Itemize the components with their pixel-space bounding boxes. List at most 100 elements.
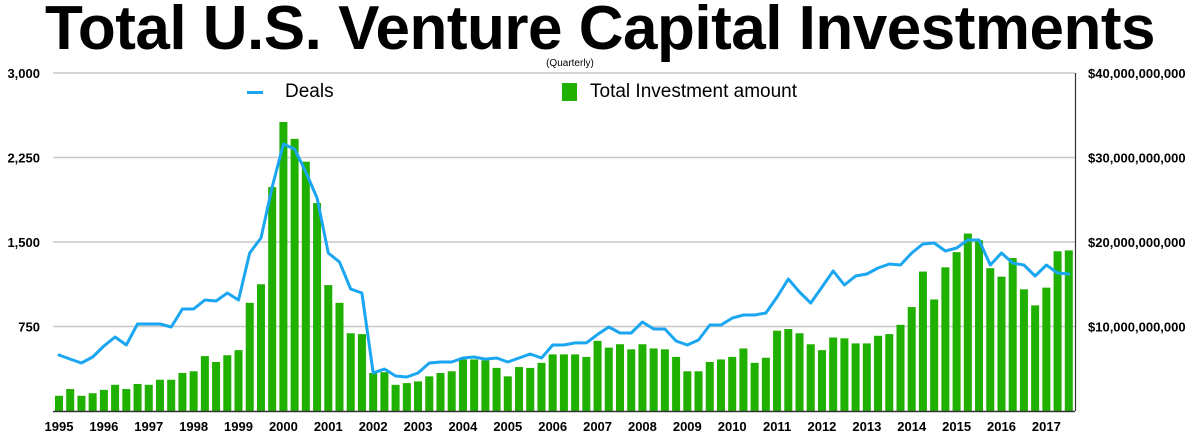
investment-bar <box>862 343 871 411</box>
x-axis-tick-label: 2014 <box>897 419 927 434</box>
investment-bar <box>458 359 467 411</box>
investment-bar <box>414 381 423 411</box>
left-axis-tick-label: 3,000 <box>7 66 40 81</box>
x-axis-tick-label: 2004 <box>448 419 478 434</box>
investment-bar <box>346 333 355 411</box>
x-axis-tick-label: 2017 <box>1032 419 1061 434</box>
investment-bars <box>55 122 1073 411</box>
investment-bar <box>559 354 568 411</box>
x-axis-tick-label: 2006 <box>538 419 567 434</box>
investment-bar <box>627 349 636 411</box>
investment-bar <box>918 271 927 411</box>
x-axis-tick-label: 2016 <box>987 419 1016 434</box>
investment-bar <box>167 379 176 411</box>
legend-deals: Deals <box>247 80 334 104</box>
x-axis-tick-label: 2005 <box>493 419 522 434</box>
line-swatch-icon <box>247 90 263 94</box>
investment-bar <box>178 372 187 411</box>
x-axis-tick-label: 2010 <box>718 419 747 434</box>
legend-deals-label: Deals <box>285 81 334 102</box>
investment-bar <box>234 350 243 411</box>
investment-bar <box>380 372 389 411</box>
x-axis-tick-label: 1997 <box>134 419 163 434</box>
x-axis-tick-label: 2012 <box>807 419 836 434</box>
investment-bar <box>604 347 613 411</box>
investment-bar <box>99 389 108 411</box>
investment-bar <box>1031 305 1040 411</box>
right-axis-tick-label: $10,000,000,000 <box>1088 320 1186 335</box>
investment-bar <box>896 324 905 411</box>
investment-bar <box>1053 251 1062 411</box>
x-axis-tick-label: 2013 <box>852 419 881 434</box>
investment-bar <box>683 371 692 411</box>
investment-bar <box>189 371 198 411</box>
bar-swatch-icon <box>562 83 577 101</box>
investment-bar <box>907 307 916 411</box>
investment-bar <box>324 285 333 411</box>
left-axis-labels: 750 1,500 2,250 3,000 <box>7 66 40 335</box>
investment-bar <box>313 203 322 411</box>
investment-bar <box>571 354 580 411</box>
investment-bar <box>829 337 838 411</box>
investment-bar <box>616 344 624 411</box>
investment-bar <box>1019 289 1028 411</box>
investment-bar <box>335 302 344 411</box>
investment-bar <box>402 383 411 411</box>
investment-bar <box>840 338 849 411</box>
investment-bar <box>885 334 894 411</box>
investment-bar <box>773 330 782 411</box>
x-axis-tick-label: 2015 <box>942 419 971 434</box>
investment-bar <box>548 354 557 411</box>
investment-bar <box>256 284 265 411</box>
investment-bar <box>986 268 995 411</box>
investment-bar <box>503 376 512 411</box>
x-axis-tick-label: 2007 <box>583 419 612 434</box>
investment-bar <box>705 361 714 411</box>
investment-bar <box>941 267 950 411</box>
left-axis-tick-label: 2,250 <box>7 151 40 166</box>
investment-bar <box>784 329 793 411</box>
investment-bar <box>952 252 961 411</box>
right-axis-tick-label: $40,000,000,000 <box>1088 66 1186 81</box>
investment-bar <box>728 356 737 411</box>
right-axis-tick-label: $20,000,000,000 <box>1088 235 1186 250</box>
investment-bar <box>55 395 63 411</box>
right-axis-tick-label: $30,000,000,000 <box>1088 151 1186 166</box>
investment-bar <box>122 389 131 411</box>
deals-line <box>57 142 1071 379</box>
x-axis-tick-label: 2001 <box>314 419 343 434</box>
investment-bar <box>357 334 366 411</box>
investment-bar <box>817 350 826 411</box>
investment-bar <box>672 356 681 411</box>
investment-bar <box>975 240 984 411</box>
x-axis-tick-label: 1998 <box>179 419 208 434</box>
x-axis-tick-label: 2003 <box>404 419 433 434</box>
x-axis-tick-label: 2000 <box>269 419 298 434</box>
investment-bar <box>761 357 770 411</box>
investment-bar <box>301 161 310 411</box>
right-axis-labels: $10,000,000,000 $20,000,000,000 $30,000,00… <box>1088 66 1186 335</box>
x-axis-tick-label: 2011 <box>763 419 791 434</box>
investment-bar <box>223 355 232 411</box>
investment-bar <box>268 187 277 411</box>
investment-bar <box>515 367 524 411</box>
investment-bar <box>245 302 254 411</box>
investment-bar <box>77 395 86 411</box>
x-axis-tick-label: 1999 <box>224 419 253 434</box>
investment-bar <box>1064 250 1073 411</box>
left-axis-tick-label: 750 <box>18 320 40 335</box>
investment-bar <box>649 348 658 411</box>
investment-bar <box>279 122 288 411</box>
investment-bar <box>212 361 221 411</box>
investment-bar <box>739 348 748 411</box>
x-axis-tick-label: 2002 <box>359 419 388 434</box>
investment-bar <box>806 344 815 411</box>
investment-bar <box>660 349 669 411</box>
investment-bar <box>111 384 120 411</box>
investment-bar <box>425 376 434 411</box>
investment-bar <box>369 372 378 411</box>
investment-bar <box>447 371 456 411</box>
investment-bar <box>391 384 400 411</box>
investment-bar <box>1042 287 1051 411</box>
